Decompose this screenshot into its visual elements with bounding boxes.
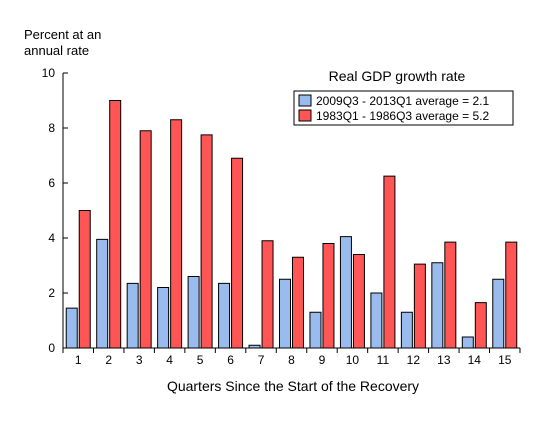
bar-1980s-q3 bbox=[139, 130, 152, 349]
x-tick-label: 6 bbox=[227, 353, 234, 367]
bar-recent-q4 bbox=[157, 287, 170, 349]
y-tick-label: 0 bbox=[48, 341, 55, 355]
bar-1980s-q5 bbox=[200, 134, 213, 349]
bar-recent-q6 bbox=[218, 282, 231, 349]
bar-1980s-q12 bbox=[413, 263, 426, 349]
x-tick-label: 10 bbox=[346, 353, 360, 367]
bar-1980s-q7 bbox=[261, 240, 274, 349]
bar-recent-q13 bbox=[431, 262, 444, 349]
bar-recent-q10 bbox=[339, 236, 352, 349]
x-tick-label: 1 bbox=[75, 353, 82, 367]
x-tick-label: 4 bbox=[166, 353, 173, 367]
x-tick-label: 8 bbox=[288, 353, 295, 367]
legend-swatch-1980s bbox=[298, 109, 312, 122]
y-tick-label: 4 bbox=[48, 231, 55, 245]
x-axis-label: Quarters Since the Start of the Recovery bbox=[167, 378, 419, 394]
chart-title: Real GDP growth rate bbox=[329, 68, 466, 84]
bar-recent-q1 bbox=[65, 307, 78, 349]
bar-1980s-q10 bbox=[352, 254, 365, 349]
bar-recent-q11 bbox=[370, 292, 383, 349]
bar-recent-q5 bbox=[187, 276, 200, 349]
bar-1980s-q2 bbox=[109, 100, 122, 349]
x-tick-label: 5 bbox=[197, 353, 204, 367]
bar-recent-q2 bbox=[96, 238, 109, 349]
bar-1980s-q9 bbox=[322, 243, 335, 349]
y-tick-label: 2 bbox=[48, 286, 55, 300]
bar-recent-q12 bbox=[400, 311, 413, 349]
bars-group bbox=[65, 100, 518, 349]
bar-recent-q3 bbox=[126, 282, 139, 349]
x-tick-label: 7 bbox=[258, 353, 265, 367]
bar-recent-q9 bbox=[309, 311, 322, 349]
bar-1980s-q13 bbox=[444, 241, 457, 349]
bar-1980s-q14 bbox=[474, 302, 487, 349]
legend-label-1980s: 1983Q1 - 1986Q3 average = 5.2 bbox=[316, 109, 489, 123]
y-axis-label-line1: Percent at an bbox=[24, 27, 101, 42]
y-tick-label: 10 bbox=[42, 66, 56, 80]
y-axis-label-line2: annual rate bbox=[24, 43, 89, 58]
bar-recent-q15 bbox=[492, 278, 505, 349]
legend-swatch-recent bbox=[298, 94, 312, 107]
x-tick-label: 2 bbox=[105, 353, 112, 367]
bar-1980s-q11 bbox=[383, 175, 396, 349]
axes-group bbox=[62, 73, 520, 349]
x-tick-label: 15 bbox=[498, 353, 512, 367]
legend-box bbox=[293, 90, 514, 126]
bar-1980s-q1 bbox=[78, 210, 91, 349]
y-tick-label: 8 bbox=[48, 121, 55, 135]
x-tick-label: 14 bbox=[468, 353, 482, 367]
x-tick-label: 9 bbox=[319, 353, 326, 367]
bar-recent-q14 bbox=[461, 336, 474, 349]
legend: 2009Q3 - 2013Q1 average = 2.1 1983Q1 - 1… bbox=[293, 90, 514, 126]
x-tick-label: 3 bbox=[136, 353, 143, 367]
bar-1980s-q4 bbox=[170, 119, 183, 349]
bar-1980s-q6 bbox=[231, 157, 244, 349]
x-tick-label: 11 bbox=[377, 353, 390, 367]
bar-recent-q8 bbox=[279, 278, 291, 349]
x-tick-label: 12 bbox=[407, 353, 421, 367]
y-tick-label: 6 bbox=[48, 176, 55, 190]
x-ticks-group: 1 2 3 4 5 6 7 8 9 10 11 12 13 14 15 bbox=[62, 348, 521, 367]
legend-label-recent: 2009Q3 - 2013Q1 average = 2.1 bbox=[316, 94, 489, 108]
x-tick-label: 13 bbox=[437, 353, 451, 367]
y-ticks-group: 0 2 4 6 8 10 bbox=[42, 66, 68, 355]
bar-1980s-q8 bbox=[292, 256, 304, 349]
bar-1980s-q15 bbox=[505, 241, 518, 349]
